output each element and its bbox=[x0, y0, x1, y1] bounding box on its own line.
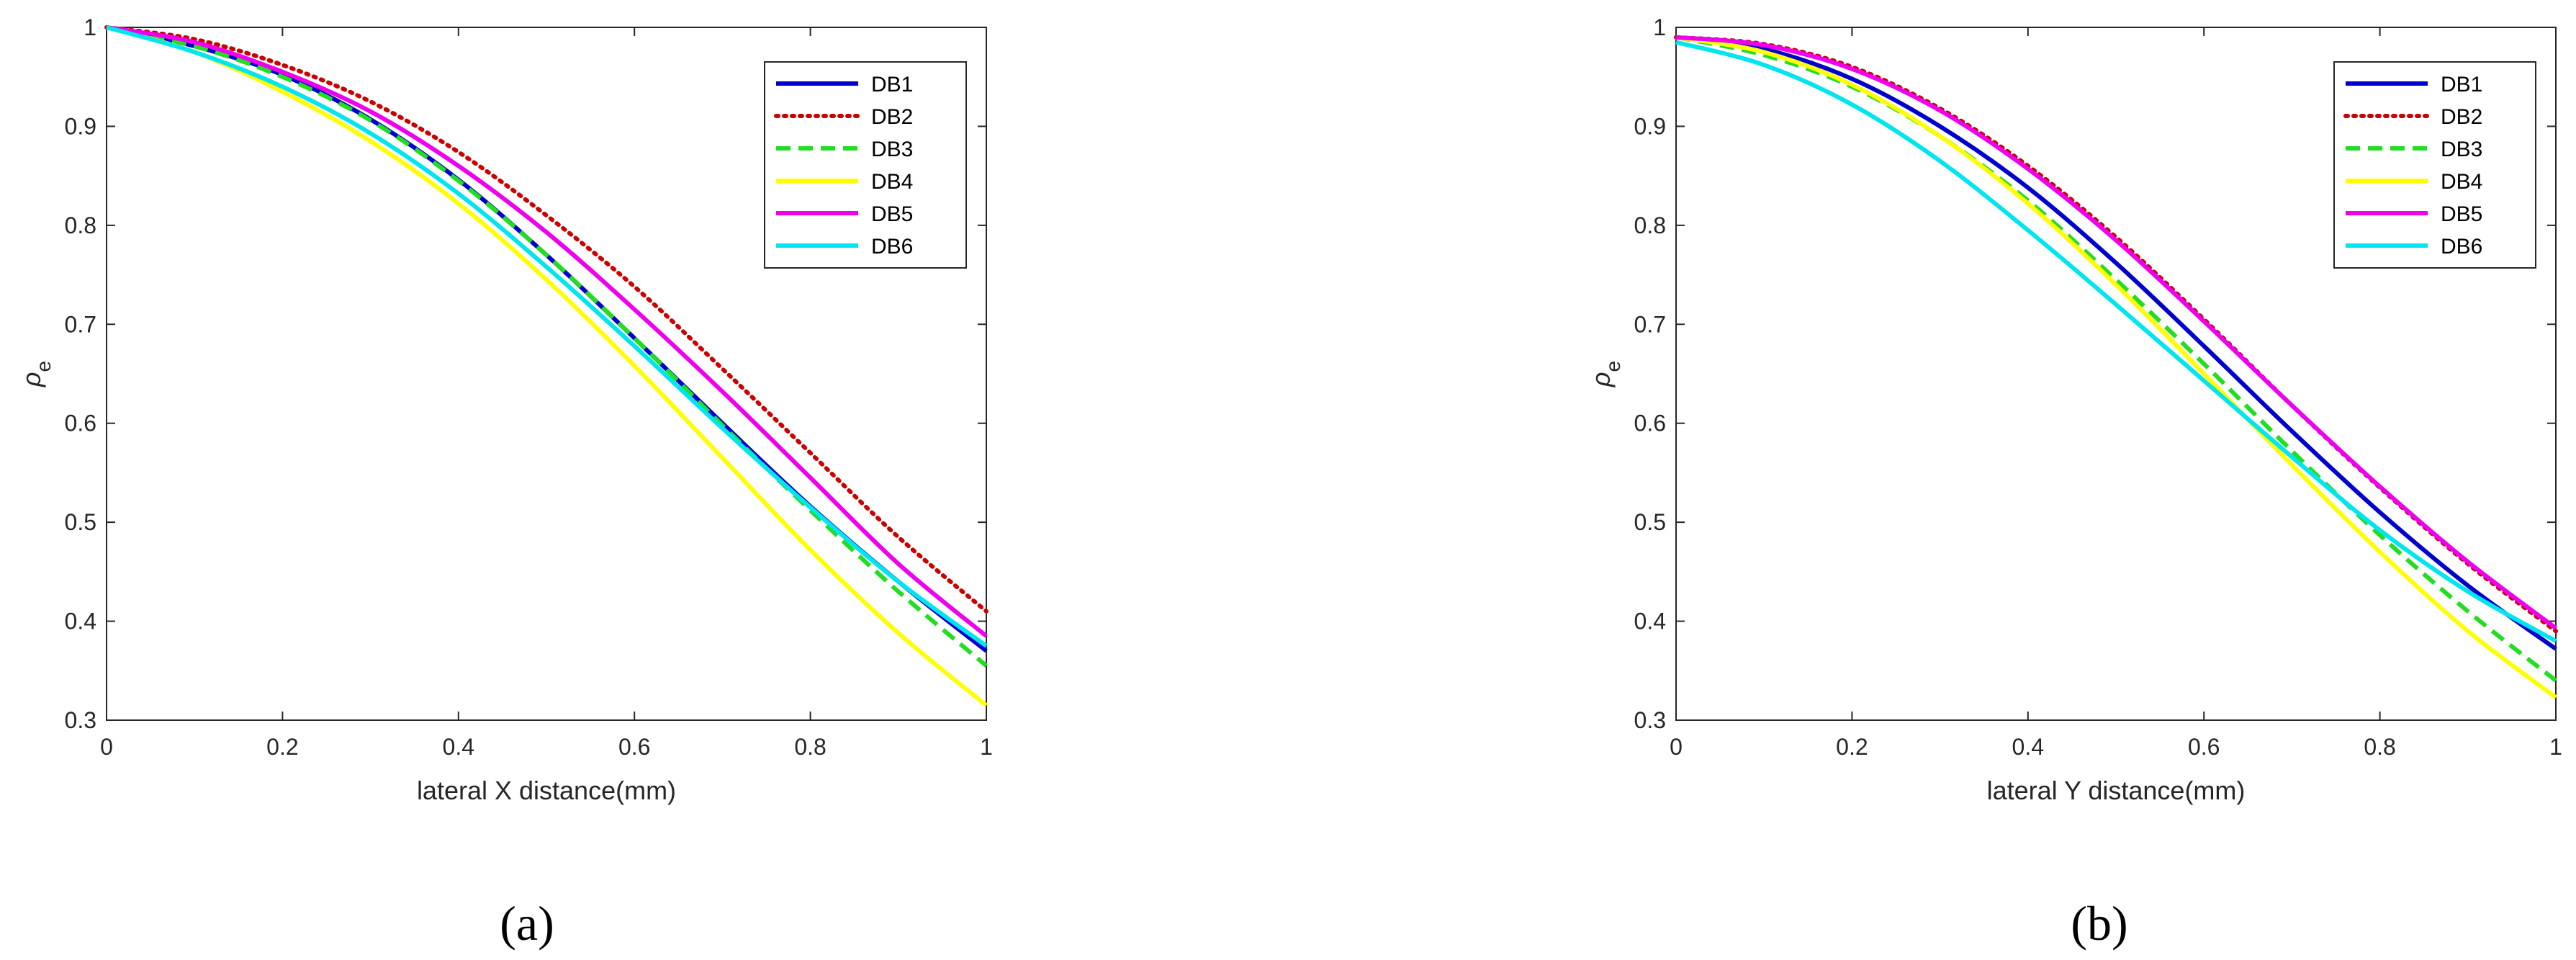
chart-1-y-tick-label: 0.7 bbox=[65, 311, 96, 337]
chart-2-legend-label-db4: DB4 bbox=[2441, 170, 2482, 194]
chart-2-y-tick-label: 0.4 bbox=[1634, 609, 1666, 634]
chart-1-legend-label-db4: DB4 bbox=[871, 170, 913, 194]
chart-1-x-tick-label: 0.4 bbox=[443, 734, 474, 760]
chart-1-legend-label-db3: DB3 bbox=[871, 138, 913, 161]
chart-2-series-db5 bbox=[1675, 35, 2557, 630]
chart-2-x-tick-label: 0.6 bbox=[2188, 734, 2220, 760]
chart-2-legend-label-db1: DB1 bbox=[2441, 73, 2482, 97]
chart-1-legend-label-db5: DB5 bbox=[871, 202, 913, 226]
chart-1-y-tick-label: 0.6 bbox=[65, 411, 96, 436]
chart-2-x-tick-label: 0 bbox=[1670, 734, 1683, 760]
chart-1-y-tick-label: 0.9 bbox=[65, 113, 96, 139]
chart-2-x-axis-label: lateral Y distance(mm) bbox=[1987, 776, 2246, 805]
chart-2-panel-label: (b) bbox=[2071, 896, 2127, 951]
chart-1-y-tick-label: 0.3 bbox=[65, 707, 96, 733]
chart-1-y-tick-label: 0.5 bbox=[65, 509, 96, 535]
chart-1-y-axis-subscript: e bbox=[32, 361, 55, 372]
chart-2-series-db4 bbox=[1675, 35, 2557, 699]
chart-2-legend-label-db2: DB2 bbox=[2441, 105, 2482, 129]
chart-1-series-db2 bbox=[104, 25, 988, 614]
chart-2-legend-label-db6: DB6 bbox=[2441, 235, 2482, 259]
chart-1-legend-label-db1: DB1 bbox=[871, 73, 913, 97]
chart-2-y-tick-label: 0.5 bbox=[1634, 509, 1666, 535]
chart-2-y-tick-label: 0.6 bbox=[1634, 411, 1666, 436]
chart-2-series-db6 bbox=[1675, 40, 2557, 643]
chart-1-series-db4 bbox=[106, 25, 988, 707]
chart-1-x-tick-label: 0.6 bbox=[618, 734, 650, 760]
chart-2-x-tick-label: 0.4 bbox=[2012, 734, 2044, 760]
chart-1-x-axis-label: lateral X distance(mm) bbox=[417, 776, 676, 805]
chart-2-legend-label-db5: DB5 bbox=[2441, 202, 2482, 226]
chart-2-y-axis-label: ρe bbox=[1586, 361, 1624, 387]
chart-2-legend: DB1 DB2 DB3 DB4 DB5 DB6 bbox=[2333, 61, 2536, 269]
chart-1-y-tick-label: 0.4 bbox=[65, 609, 96, 634]
chart-1-x-tick-label: 0.2 bbox=[266, 734, 298, 760]
chart-1: 0 0.2 0.4 0.6 0.8 1 0.3 0.4 0.5 0.6 0.7 0.8 0.9 1 late… bbox=[17, 14, 993, 951]
chart-1-x-tick-label: 1 bbox=[980, 734, 993, 760]
chart-1-legend: DB1 DB2 DB3 DB4 DB5 DB6 bbox=[764, 61, 967, 269]
chart-2-y-tick-label: 0.9 bbox=[1634, 113, 1666, 139]
chart-1-y-tick-label: 0.8 bbox=[65, 212, 96, 238]
chart-2: 0 0.2 0.4 0.6 0.8 1 0.3 0.4 0.5 0.6 0.7 0.8 0.9 1 late… bbox=[1586, 14, 2562, 951]
chart-1-legend-label-db2: DB2 bbox=[871, 105, 913, 129]
chart-1-y-axis-symbol: ρ bbox=[17, 372, 46, 387]
chart-2-y-tick-label: 1 bbox=[1653, 14, 1666, 40]
chart-1-y-axis-label: ρe bbox=[17, 361, 55, 387]
chart-2-y-tick-label: 0.8 bbox=[1634, 212, 1666, 238]
chart-1-legend-label-db6: DB6 bbox=[871, 235, 913, 259]
chart-2-x-tick-label: 0.8 bbox=[2364, 734, 2395, 760]
chart-1-x-tick-label: 0 bbox=[100, 734, 113, 760]
chart-2-y-axis-subscript: e bbox=[1602, 361, 1624, 372]
chart-2-y-axis-symbol: ρ bbox=[1586, 372, 1616, 387]
chart-2-legend-label-db3: DB3 bbox=[2441, 138, 2482, 161]
chart-1-y-tick-label: 1 bbox=[84, 14, 96, 40]
chart-1-series-db6 bbox=[106, 25, 988, 648]
chart-2-y-tick-label: 0.3 bbox=[1634, 707, 1666, 733]
chart-2-legend-box bbox=[2333, 61, 2536, 269]
chart-1-series-db3 bbox=[106, 25, 988, 668]
chart-1-series-db5 bbox=[106, 25, 988, 638]
chart-2-x-tick-label: 0.2 bbox=[1836, 734, 1868, 760]
chart-1-legend-box bbox=[764, 61, 967, 269]
chart-1-panel-label: (a) bbox=[500, 896, 554, 951]
chart-2-x-tick-label: 1 bbox=[2549, 734, 2562, 760]
chart-2-y-tick-label: 0.7 bbox=[1634, 311, 1666, 337]
chart-1-x-tick-label: 0.8 bbox=[794, 734, 826, 760]
chart-2-series-db1 bbox=[1675, 35, 2557, 651]
